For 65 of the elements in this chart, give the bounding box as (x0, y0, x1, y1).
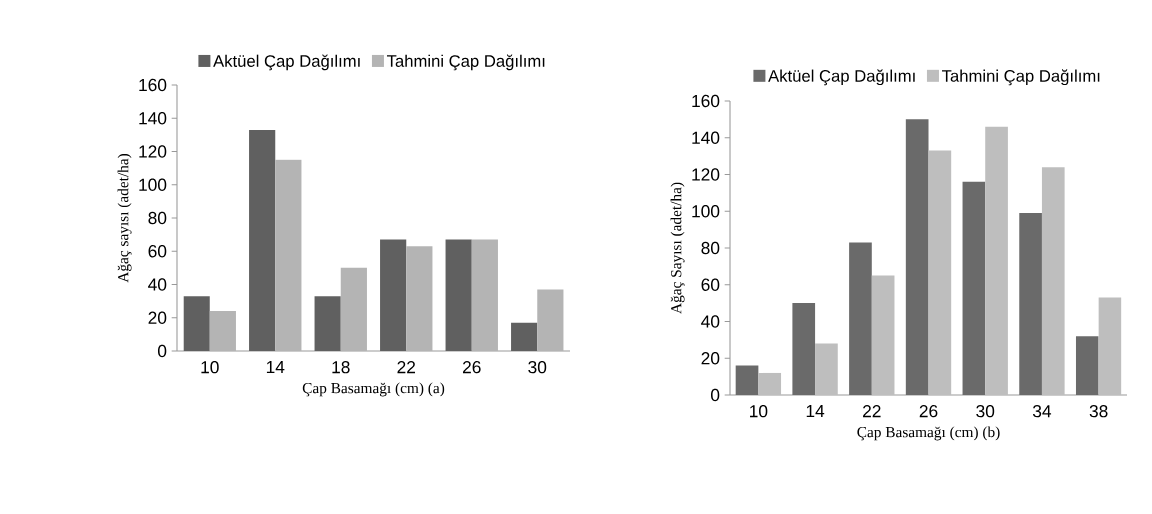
y-tick-label: 140 (139, 112, 167, 125)
x-tick-label: 14 (806, 405, 825, 417)
bar (511, 322, 538, 351)
bar (249, 129, 276, 351)
y-axis-title: Ağaç sayısı (adet/ha) (117, 153, 132, 283)
bar (735, 365, 759, 395)
y-tick-label: 160 (139, 78, 167, 92)
bar (1075, 336, 1099, 395)
x-tick-label: 34 (1032, 405, 1052, 418)
bar (871, 275, 895, 395)
y-tick-label: 120 (139, 145, 167, 158)
bar (985, 126, 1008, 395)
x-tick-label: 18 (332, 361, 350, 374)
y-tick-label: 120 (692, 168, 720, 181)
bar (471, 239, 498, 351)
legend-label: Tahmini Çap Dağılımı (386, 54, 545, 71)
x-axis-title: Çap Basamağı (cm) (b) (857, 426, 1000, 441)
y-tick-label: 60 (701, 278, 720, 291)
y-tick-label: 160 (692, 94, 720, 108)
bar (183, 296, 210, 351)
bar (905, 119, 929, 395)
bar (406, 246, 433, 351)
bar (314, 296, 341, 351)
legend-label: Tahmini Çap Dağılımı (942, 69, 1100, 86)
x-axis-title: Çap Basamağı (cm) (a) (302, 382, 445, 397)
y-tick-label: 140 (692, 131, 720, 144)
y-tick-label: 20 (148, 311, 167, 324)
y-tick-label: 60 (148, 245, 167, 258)
x-tick-label: 22 (397, 361, 416, 374)
bar (537, 289, 564, 351)
bar (758, 372, 782, 395)
bar (1019, 213, 1042, 395)
y-tick-label: 80 (148, 211, 167, 225)
legend-label: Aktüel Çap Dağılımı (768, 69, 915, 86)
x-tick-label: 26 (462, 361, 481, 374)
x-tick-label: 10 (201, 361, 219, 374)
y-tick-label: 0 (157, 344, 167, 358)
y-tick-label: 40 (701, 315, 720, 328)
bar (380, 239, 407, 351)
x-tick-label: 30 (976, 405, 995, 418)
x-tick-label: 30 (528, 361, 547, 374)
y-tick-label: 20 (701, 352, 720, 365)
bar (1041, 167, 1065, 395)
bar (962, 181, 986, 395)
legend-label: Aktüel Çap Dağılımı (213, 54, 360, 71)
bar (340, 267, 367, 351)
y-tick-label: 100 (692, 205, 720, 218)
x-tick-label: 10 (750, 405, 768, 418)
bar (849, 242, 872, 395)
x-tick-label: 26 (919, 405, 938, 418)
y-tick-label: 80 (701, 241, 720, 255)
bar (815, 343, 838, 395)
y-axis-title: Ağaç Sayısı (adet/ha) (670, 182, 685, 314)
bar (1098, 297, 1122, 395)
y-tick-label: 0 (710, 388, 720, 402)
bar (209, 311, 236, 351)
y-tick-label: 40 (148, 278, 167, 291)
bar (445, 239, 472, 351)
x-tick-label: 22 (863, 405, 881, 418)
bar (928, 150, 952, 395)
x-tick-label: 14 (266, 361, 285, 373)
y-tick-label: 100 (139, 178, 167, 191)
x-tick-label: 38 (1089, 405, 1108, 418)
bar (275, 159, 302, 351)
bar (792, 303, 816, 395)
